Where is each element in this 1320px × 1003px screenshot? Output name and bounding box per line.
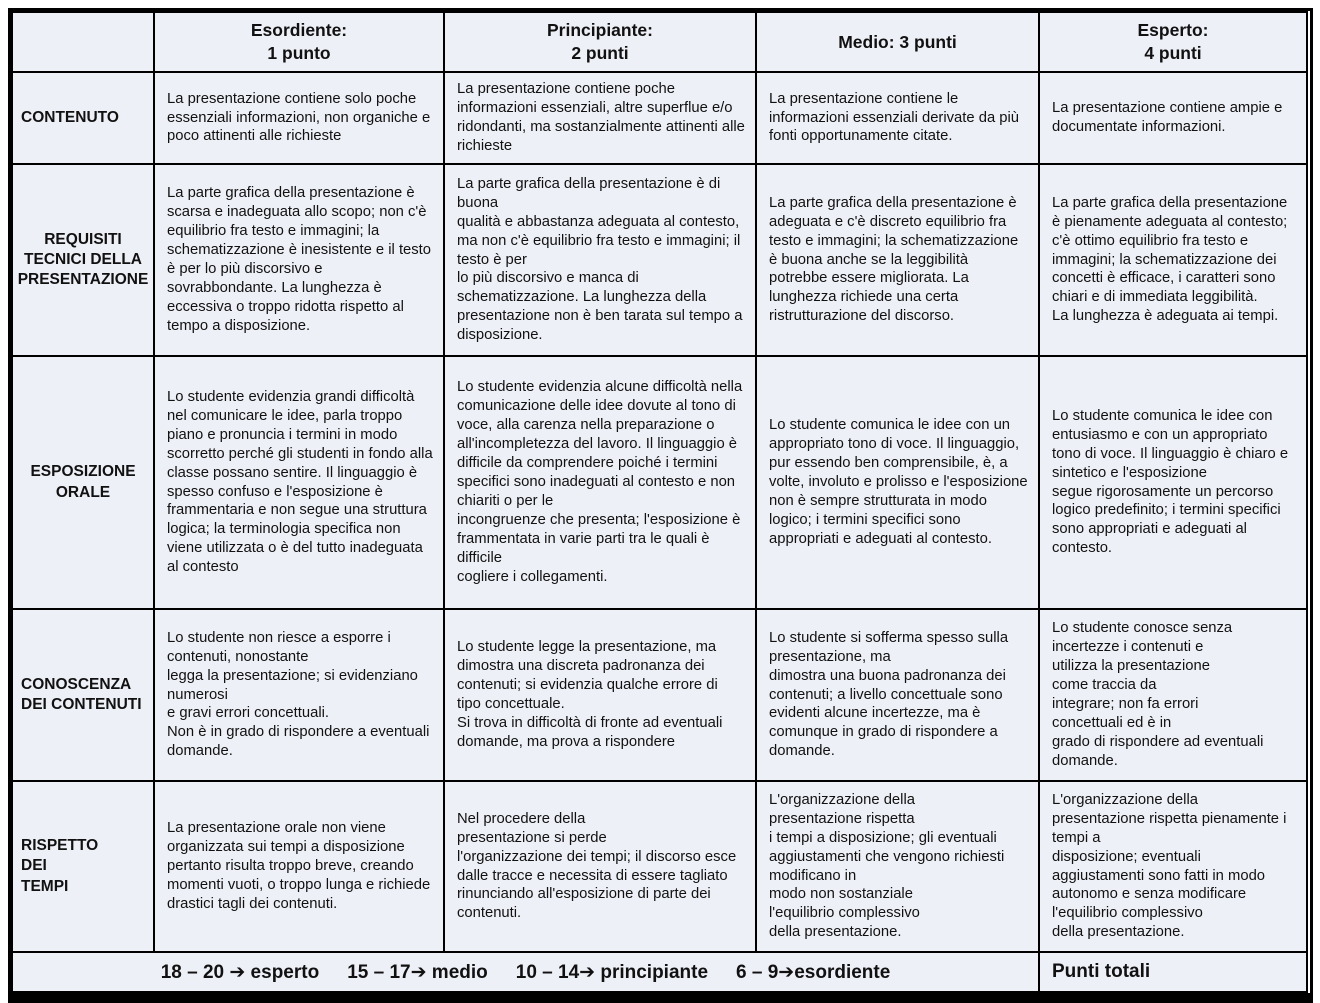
row-conoscenza-contenuti: CONOSCENZA DEI CONTENUTI Lo studente non… xyxy=(11,608,1308,782)
cell-rispetto-esperto: L'organizzazione della presentazione ris… xyxy=(1038,780,1308,953)
header-level-medio: Medio: 3 punti xyxy=(755,11,1040,73)
rubric-table-frame: Esordiente: 1 punto Principiante: 2 punt… xyxy=(8,8,1313,1003)
cell-esposizione-esordiente: Lo studente evidenzia grandi difficoltà … xyxy=(153,355,445,610)
cell-rispetto-medio: L'organizzazione della presentazione ris… xyxy=(755,780,1040,953)
row-requisiti-tecnici: REQUISITI TECNICI DELLA PRESENTAZIONE La… xyxy=(11,163,1308,357)
row-rispetto-tempi: RISPETTO DEI TEMPI La presentazione oral… xyxy=(11,780,1308,953)
scale-principiante: 10 – 14➔ principiante xyxy=(515,961,709,983)
cell-esposizione-principiante: Lo studente evidenzia alcune difficoltà … xyxy=(443,355,757,610)
criterion-esposizione-orale: ESPOSIZIONE ORALE xyxy=(11,355,155,610)
scale-esordiente: 6 – 9➔esordiente xyxy=(736,961,891,983)
header-row: Esordiente: 1 punto Principiante: 2 punt… xyxy=(11,11,1308,73)
footer-row: 18 – 20 ➔ esperto 15 – 17➔ medio 10 – 14➔ … xyxy=(11,951,1308,993)
header-level-esordiente: Esordiente: 1 punto xyxy=(153,11,445,73)
punti-totali-label: Punti totali xyxy=(1038,951,1308,993)
row-contenuto: CONTENUTO La presentazione contiene solo… xyxy=(11,71,1308,165)
cell-conoscenza-principiante: Lo studente legge la presentazione, ma d… xyxy=(443,608,757,782)
cell-conoscenza-medio: Lo studente si sofferma spesso sulla pre… xyxy=(755,608,1040,782)
criterion-conoscenza-contenuti: CONOSCENZA DEI CONTENUTI xyxy=(11,608,155,782)
cell-esposizione-medio: Lo studente comunica le idee con un appr… xyxy=(755,355,1040,610)
cell-esposizione-esperto: Lo studente comunica le idee con entusia… xyxy=(1038,355,1308,610)
cell-rispetto-esordiente: La presentazione orale non viene organiz… xyxy=(153,780,445,953)
header-level-principiante: Principiante: 2 punti xyxy=(443,11,757,73)
cell-contenuto-esperto: La presentazione contiene ampie e docume… xyxy=(1038,71,1308,165)
evaluation-rubric-table: Esordiente: 1 punto Principiante: 2 punt… xyxy=(11,11,1308,993)
cell-contenuto-principiante: La presentazione contiene poche informaz… xyxy=(443,71,757,165)
row-esposizione-orale: ESPOSIZIONE ORALE Lo studente evidenzia … xyxy=(11,355,1308,610)
criterion-rispetto-tempi: RISPETTO DEI TEMPI xyxy=(11,780,155,953)
cell-requisiti-esperto: La parte grafica della presentazione è p… xyxy=(1038,163,1308,357)
score-scale-legend: 18 – 20 ➔ esperto 15 – 17➔ medio 10 – 14➔ … xyxy=(11,951,1040,993)
cell-requisiti-principiante: La parte grafica della presentazione è d… xyxy=(443,163,757,357)
cell-requisiti-medio: La parte grafica della presentazione è a… xyxy=(755,163,1040,357)
criterion-requisiti-tecnici: REQUISITI TECNICI DELLA PRESENTAZIONE xyxy=(11,163,155,357)
scale-medio: 15 – 17➔ medio xyxy=(347,961,488,983)
header-level-esperto: Esperto: 4 punti xyxy=(1038,11,1308,73)
cell-conoscenza-esperto: Lo studente conosce senza incertezze i c… xyxy=(1038,608,1308,782)
cell-requisiti-esordiente: La parte grafica della presentazione è s… xyxy=(153,163,445,357)
criterion-contenuto: CONTENUTO xyxy=(11,71,155,165)
cell-conoscenza-esordiente: Lo studente non riesce a esporre i conte… xyxy=(153,608,445,782)
cell-contenuto-esordiente: La presentazione contiene solo poche ess… xyxy=(153,71,445,165)
cell-rispetto-principiante: Nel procedere della presentazione si per… xyxy=(443,780,757,953)
scale-esperto: 18 – 20 ➔ esperto xyxy=(160,961,320,983)
header-corner-cell xyxy=(11,11,155,73)
cell-contenuto-medio: La presentazione contiene le informazion… xyxy=(755,71,1040,165)
